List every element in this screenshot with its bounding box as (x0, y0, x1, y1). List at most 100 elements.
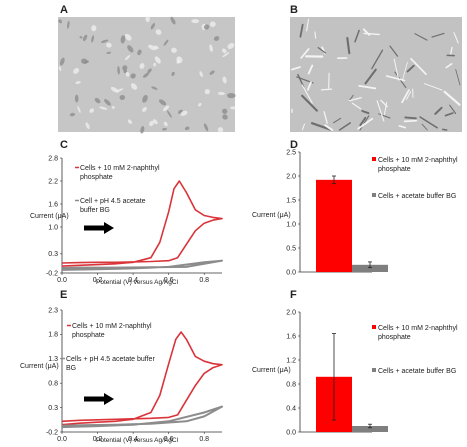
cell-process (338, 122, 351, 131)
cell-process (450, 46, 453, 55)
cell-shape (84, 60, 89, 64)
chart-c: Current (μA) Potential (V) versus Ag/AgC… (30, 155, 223, 286)
cell-process (320, 88, 333, 91)
cell-process (333, 117, 342, 124)
ylabel-e: Current (μA) (20, 363, 59, 370)
cell-shape (151, 86, 158, 90)
cell-shape (227, 42, 235, 50)
y-tick-label: 2.8 (48, 155, 58, 162)
y-tick-label: 1.3 (48, 356, 58, 363)
cell-shape (127, 119, 133, 124)
cell-process (348, 97, 362, 102)
cell-shape (163, 39, 169, 46)
cell-shape (221, 48, 227, 54)
x-tick-label: 0.8 (199, 277, 209, 284)
cell-process (423, 83, 443, 91)
cell-shape (127, 45, 134, 53)
legend-d-red-line2: phosphate (378, 166, 411, 173)
legend-swatch-red (372, 325, 376, 329)
legend-f-red-line2: phosphate (378, 334, 411, 341)
bar-substrate (316, 179, 352, 273)
y-tick-label: 1.8 (48, 332, 58, 339)
cv-curve-background (61, 259, 223, 271)
cell-process (301, 84, 313, 104)
y-tick-label: 0.4 (286, 405, 296, 412)
cell-shape (163, 105, 170, 112)
cell-process (398, 125, 407, 129)
legend-d-red-line1: Cells + 10 mM 2-naphthyl (378, 157, 458, 164)
cell-shape (217, 91, 225, 96)
cell-process (301, 123, 305, 131)
x-tick-label: 0.6 (164, 277, 174, 284)
cell-shape (142, 72, 150, 78)
cell-shape (73, 67, 80, 74)
legend-e-red-line2: phosphate (72, 332, 105, 339)
cell-shape (58, 19, 62, 24)
legend-d-gray: Cells + acetate buffer BG (378, 193, 456, 200)
cell-shape (106, 42, 112, 48)
cell-process (380, 99, 388, 108)
micrograph-a (58, 16, 236, 134)
cell-shape (66, 20, 70, 29)
cell-shape (91, 35, 95, 43)
cell-shape (99, 106, 108, 110)
cell-shape (82, 34, 88, 42)
cell-shape (209, 21, 216, 28)
cell-shape (227, 92, 236, 99)
cell-shape (180, 110, 188, 116)
scan-direction-arrow-head (104, 393, 114, 405)
cell-shape (137, 49, 142, 56)
y-tick-label: 1.5 (286, 197, 296, 204)
cell-shape (145, 16, 150, 23)
cell-shape (119, 94, 126, 101)
bar-background (352, 264, 388, 272)
panel-label-e: E (60, 289, 67, 301)
y-tick-label: -0.2 (46, 429, 58, 436)
cell-shape (122, 65, 128, 71)
x-tick-label: 0.8 (199, 436, 209, 443)
cell-process (323, 111, 328, 124)
panel-label-a: A (60, 4, 68, 16)
cell-shape (222, 108, 228, 114)
cell-shape (191, 19, 200, 24)
cell-shape (106, 51, 112, 54)
cell-process (449, 104, 457, 115)
cell-process (434, 106, 443, 115)
cell-shape (153, 62, 157, 67)
cell-shape (198, 103, 202, 107)
cell-shape (140, 126, 145, 134)
legend-swatch-gray (372, 368, 376, 372)
cell-shape (154, 56, 161, 64)
y-tick-label: -0.2 (46, 270, 58, 277)
cell-shape (124, 33, 132, 41)
cell-process (346, 36, 351, 55)
x-tick-label: 0.4 (128, 436, 138, 443)
y-tick-label: 2.0 (286, 173, 296, 180)
y-tick-label: 1.0 (286, 221, 296, 228)
cell-shape (147, 68, 152, 74)
y-tick-label: 0.0 (286, 429, 296, 436)
chart-d: Current (μA) Cells + 10 mM 2-naphthyl ph… (252, 149, 458, 276)
legend-c-gray-line1: Cell + pH 4.5 acetate (80, 198, 146, 205)
cell-shape (139, 63, 145, 69)
cell-process (414, 33, 428, 41)
cell-shape (150, 22, 156, 30)
legend-swatch-red (372, 157, 376, 161)
cell-process (441, 128, 448, 131)
cell-shape (171, 71, 175, 77)
cell-process (410, 57, 427, 76)
y-tick-label: 2.5 (286, 149, 296, 156)
cell-shape (154, 45, 159, 50)
cell-process (359, 115, 370, 131)
legend-c-red-line1: Cells + 10 mM 2-naphthyl (80, 165, 160, 172)
legend-swatch-gray (372, 193, 376, 197)
x-tick-label: 0.0 (57, 277, 67, 284)
legend-f-red-line1: Cells + 10 mM 2-naphthyl (378, 325, 458, 332)
cell-shape (125, 71, 130, 77)
y-tick-label: 0.3 (48, 251, 58, 258)
scan-direction-arrow (84, 396, 104, 402)
cell-process (364, 68, 377, 85)
cell-shape (176, 56, 183, 63)
cell-process (378, 113, 391, 119)
cell-process (324, 124, 334, 132)
